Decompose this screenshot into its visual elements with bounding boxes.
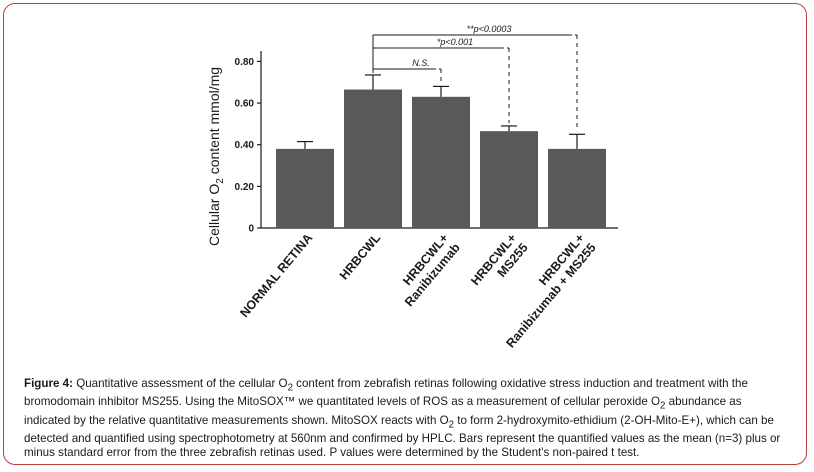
bar <box>344 89 402 228</box>
category-label: HRBCWL <box>337 231 384 283</box>
caption-label: Figure 4: <box>24 377 73 390</box>
figure-caption: Figure 4: Quantitative assessment of the… <box>24 377 781 459</box>
y-tick-label: 0.40 <box>235 140 255 151</box>
category-label: NORMAL RETINA <box>237 231 315 320</box>
bar <box>412 96 470 228</box>
significance-label: N.S. <box>412 58 430 68</box>
category-label: HRBCWL+Ranibizumab <box>391 231 463 310</box>
figure-frame <box>3 3 807 465</box>
category-label: HRBCWL+MS255 <box>468 231 531 298</box>
y-tick-label: 0.60 <box>235 99 255 110</box>
bar-chart: Cellular O2 content mmol/mg 0 0.20 0.40 0.6… <box>206 24 618 350</box>
significance-label: *p<0.001 <box>437 37 473 47</box>
bar <box>480 131 538 228</box>
bar <box>276 148 334 228</box>
bar <box>548 148 606 228</box>
y-axis-label: Cellular O2 content mmol/mg <box>206 67 226 246</box>
y-tick-label: 0 <box>248 224 254 235</box>
y-tick-label: 0.20 <box>235 182 255 193</box>
y-tick-label: 0.80 <box>235 57 255 68</box>
svg-text:Cellular O2 content mmol/mg: Cellular O2 content mmol/mg <box>206 67 226 246</box>
significance-label: **p<0.0003 <box>467 24 512 34</box>
